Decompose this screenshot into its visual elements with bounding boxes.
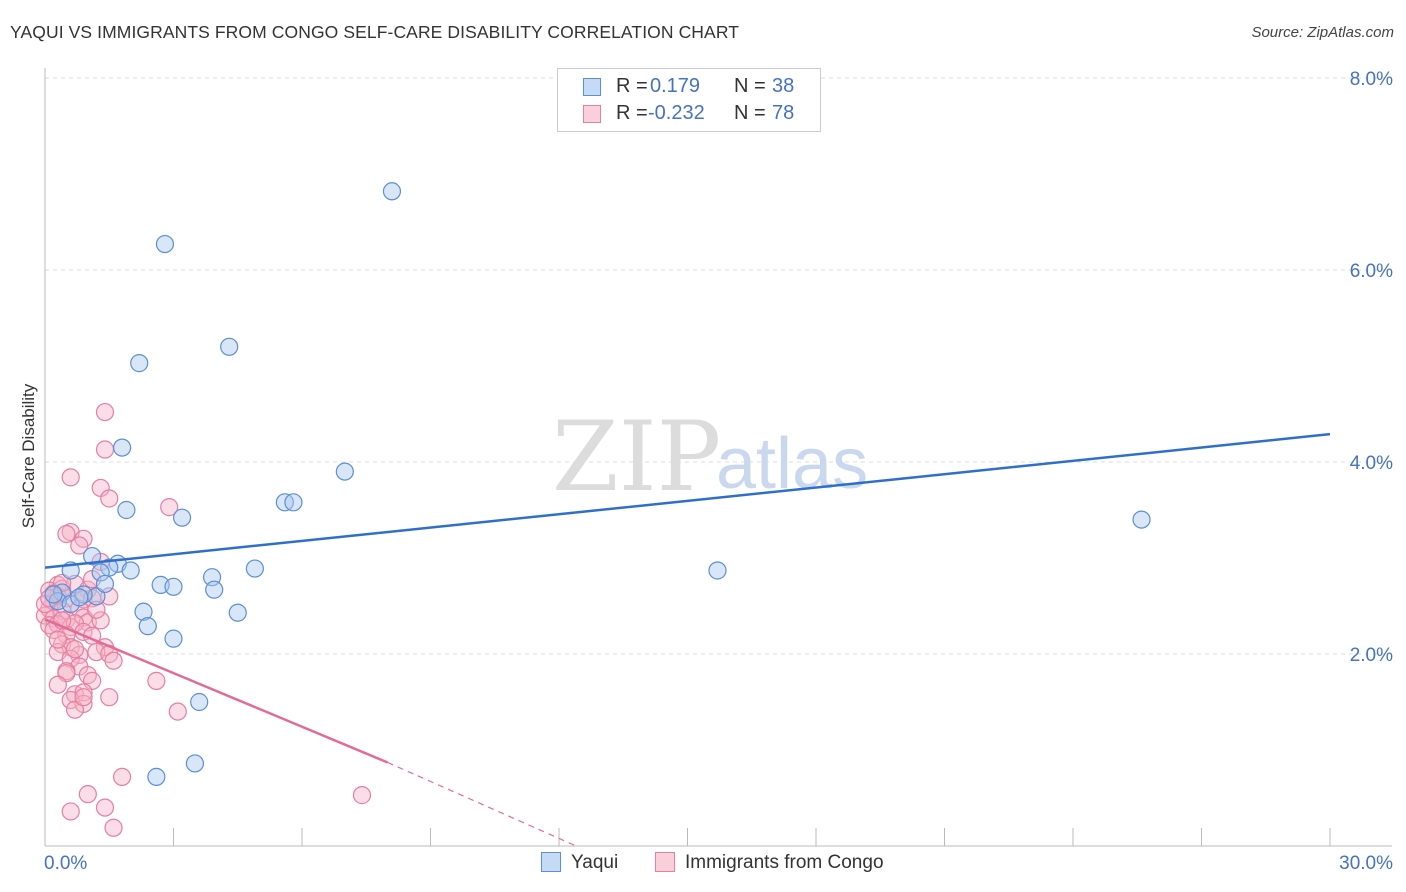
yaqui-point-34	[708, 561, 727, 580]
congo-point-5	[160, 498, 179, 517]
yaqui-point-23	[164, 577, 183, 596]
axes	[44, 68, 1392, 847]
x-tick-label-1: 30.0%	[1339, 853, 1393, 874]
yaqui-point-32	[147, 767, 166, 786]
congo-point-33	[91, 611, 110, 630]
legend-row-congo: R = -0.232 N = 78	[558, 100, 820, 128]
congo-point-64	[95, 798, 115, 817]
legend-n-label: N =	[734, 102, 766, 124]
congo-point-62	[352, 786, 372, 805]
watermark: ZIP atlas	[552, 401, 868, 513]
legend-n-value: 38	[772, 75, 795, 97]
x-tick-label-0: 0.0%	[44, 853, 87, 874]
yaqui-point-33	[185, 754, 205, 773]
bottom-legend-congo: Immigrants from Congo	[655, 852, 884, 874]
x-tick-labels: 0.0% 30.0%	[44, 853, 1393, 874]
congo-point-52	[48, 675, 67, 694]
congo-point-75	[74, 688, 93, 707]
congo-point-2	[61, 468, 80, 487]
yaqui-point-37	[44, 585, 63, 604]
congo-trend-line-1	[44, 618, 389, 764]
legend-swatch-yaqui	[583, 78, 601, 96]
yaqui-point-28	[228, 603, 247, 622]
yaqui-point-30	[164, 629, 183, 648]
bottom-legend-label-congo: Immigrants from Congo	[685, 852, 884, 873]
watermark-zip: ZIP	[552, 401, 721, 513]
congo-point-74	[48, 630, 67, 649]
source-label: Source: ZipAtlas.com	[1251, 24, 1394, 41]
correlation-legend: R = 0.179 N = 38 R = -0.232 N = 78	[557, 68, 821, 132]
bottom-legend-swatch-congo	[655, 852, 675, 872]
yaqui-point-10	[83, 546, 102, 566]
congo-point-59	[65, 700, 85, 719]
series-congo-points	[35, 402, 372, 837]
congo-point-63	[78, 785, 97, 804]
yaqui-point-35	[1132, 510, 1151, 529]
legend-n-label: N =	[734, 75, 766, 97]
yaqui-point-29	[138, 617, 157, 636]
trend-lines	[44, 432, 1331, 847]
yaqui-point-36	[70, 588, 89, 607]
y-tick-label-2: 6.0%	[1350, 261, 1393, 282]
yaqui-point-25	[245, 559, 264, 578]
congo-trend-line-2	[387, 761, 577, 847]
legend-r-label: R =	[616, 102, 648, 124]
congo-point-57	[100, 688, 119, 707]
yaqui-point-26	[205, 580, 224, 599]
legend-r-label: R =	[616, 75, 648, 97]
yaqui-point-6	[117, 500, 136, 520]
congo-point-72	[87, 600, 106, 619]
congo-point-71	[65, 640, 85, 659]
yaqui-point-1	[155, 234, 175, 254]
congo-point-1	[95, 440, 115, 459]
congo-point-66	[104, 818, 123, 837]
yaqui-point-5	[335, 462, 354, 481]
yaqui-point-9	[172, 508, 192, 527]
congo-point-60	[168, 702, 187, 721]
congo-point-65	[61, 802, 80, 821]
yaqui-trend-line-0	[44, 432, 1331, 569]
congo-point-7	[57, 524, 76, 544]
yaqui-point-3	[130, 354, 149, 373]
y-tick-label-3: 8.0%	[1350, 69, 1393, 90]
congo-point-9	[70, 536, 89, 555]
bottom-legend-swatch-yaqui	[541, 852, 561, 872]
legend-row-yaqui: R = 0.179 N = 38	[558, 73, 820, 101]
gridlines	[45, 77, 1392, 655]
congo-point-53	[147, 671, 166, 690]
y-tick-label-1: 4.0%	[1350, 453, 1393, 474]
yaqui-point-8	[284, 493, 303, 512]
bottom-legend-label-yaqui: Yaqui	[571, 852, 619, 873]
y-axis-label: Self-Care Disability	[19, 383, 38, 528]
congo-point-46	[104, 651, 123, 670]
yaqui-point-0	[382, 182, 402, 201]
congo-point-0	[95, 402, 115, 422]
congo-point-4	[100, 489, 119, 508]
y-tick-label-0: 2.0%	[1350, 645, 1393, 666]
watermark-atlas: atlas	[716, 424, 868, 504]
yaqui-point-2	[220, 337, 239, 356]
yaqui-point-27	[134, 602, 153, 621]
bottom-legend-yaqui: Yaqui	[541, 852, 618, 874]
yaqui-point-13	[121, 561, 140, 580]
chart-title: YAQUI VS IMMIGRANTS FROM CONGO SELF-CARE…	[10, 22, 740, 42]
yaqui-point-14	[91, 563, 110, 582]
legend-swatch-congo	[583, 105, 601, 123]
legend-n-value: 78	[772, 102, 795, 124]
legend-r-value: -0.232	[648, 102, 705, 124]
yaqui-point-21	[95, 574, 115, 594]
y-tick-labels: 2.0% 4.0% 6.0% 8.0%	[1350, 69, 1393, 666]
congo-point-61	[112, 767, 132, 786]
yaqui-point-31	[190, 692, 209, 712]
legend-r-value: 0.179	[650, 75, 701, 97]
series-yaqui-points	[44, 182, 1151, 786]
yaqui-point-4	[112, 438, 132, 457]
